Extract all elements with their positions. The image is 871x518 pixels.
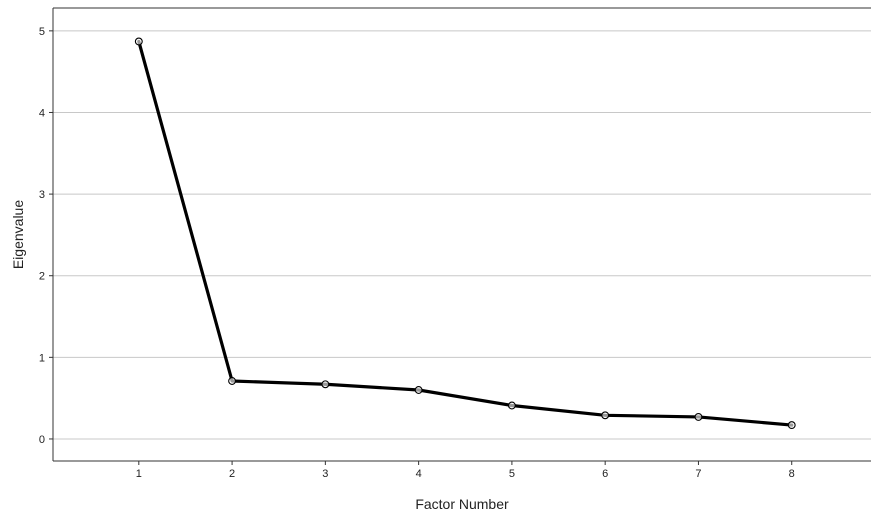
x-tick-label-4: 4 xyxy=(416,468,422,480)
y-tick-label-2: 2 xyxy=(39,271,45,283)
y-tick-label-4: 4 xyxy=(39,107,45,119)
data-point-5 xyxy=(507,401,516,410)
data-point-6 xyxy=(601,411,610,420)
y-tick-label-5: 5 xyxy=(39,26,45,38)
x-tick-label-6: 6 xyxy=(602,468,608,480)
x-tick-label-8: 8 xyxy=(789,468,795,480)
x-axis-ticks: 1 2 3 4 5 6 7 8 xyxy=(136,461,795,480)
data-point-1 xyxy=(134,37,143,46)
grid-lines xyxy=(53,30,871,440)
plot-frame xyxy=(52,7,871,462)
x-tick-label-3: 3 xyxy=(322,468,328,480)
data-point-2 xyxy=(228,377,237,385)
data-point-7 xyxy=(694,412,703,421)
x-tick-label-7: 7 xyxy=(695,468,701,480)
data-point-8 xyxy=(787,421,796,430)
y-tick-label-3: 3 xyxy=(39,189,45,201)
series-layer xyxy=(134,37,796,430)
data-point-3 xyxy=(321,380,330,389)
y-axis-ticks: 0 1 2 3 4 5 xyxy=(39,26,53,446)
y-tick-label-1: 1 xyxy=(39,352,45,364)
series-line-0 xyxy=(137,39,794,427)
x-tick-label-2: 2 xyxy=(229,468,235,480)
x-axis-title: Factor Number xyxy=(415,496,509,512)
data-point-4 xyxy=(414,386,423,394)
y-axis-title: Eigenvalue xyxy=(10,200,26,269)
x-tick-label-1: 1 xyxy=(136,468,142,480)
x-tick-label-5: 5 xyxy=(509,468,515,480)
y-tick-label-0: 0 xyxy=(39,434,45,446)
